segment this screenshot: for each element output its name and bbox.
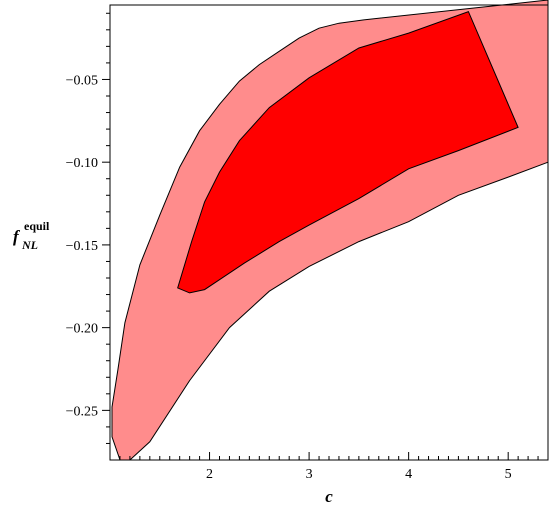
y-axis-label-base: f <box>13 227 21 246</box>
x-tick-label: 5 <box>505 467 512 482</box>
x-tick-label: 3 <box>306 467 313 482</box>
y-tick-label: −0.10 <box>66 156 98 171</box>
y-axis-label: f equil NL <box>13 219 50 252</box>
y-tick-label: −0.05 <box>66 73 98 88</box>
y-tick-label: −0.15 <box>66 239 98 254</box>
x-axis-label: c <box>325 487 333 506</box>
y-tick-label: −0.20 <box>66 322 98 337</box>
inner-region <box>177 10 519 294</box>
y-axis-label-superscript: equil <box>24 219 50 233</box>
y-tick-label: −0.25 <box>66 404 98 419</box>
y-axis-ticks: −0.05 −0.10 −0.15 −0.20 −0.25 <box>66 12 110 444</box>
x-axis-ticks: 2 3 4 5 <box>119 452 549 482</box>
x-tick-label: 2 <box>206 467 213 482</box>
y-axis-label-subscript: NL <box>21 238 38 252</box>
confidence-regions <box>111 0 549 461</box>
x-tick-label: 4 <box>405 467 412 482</box>
